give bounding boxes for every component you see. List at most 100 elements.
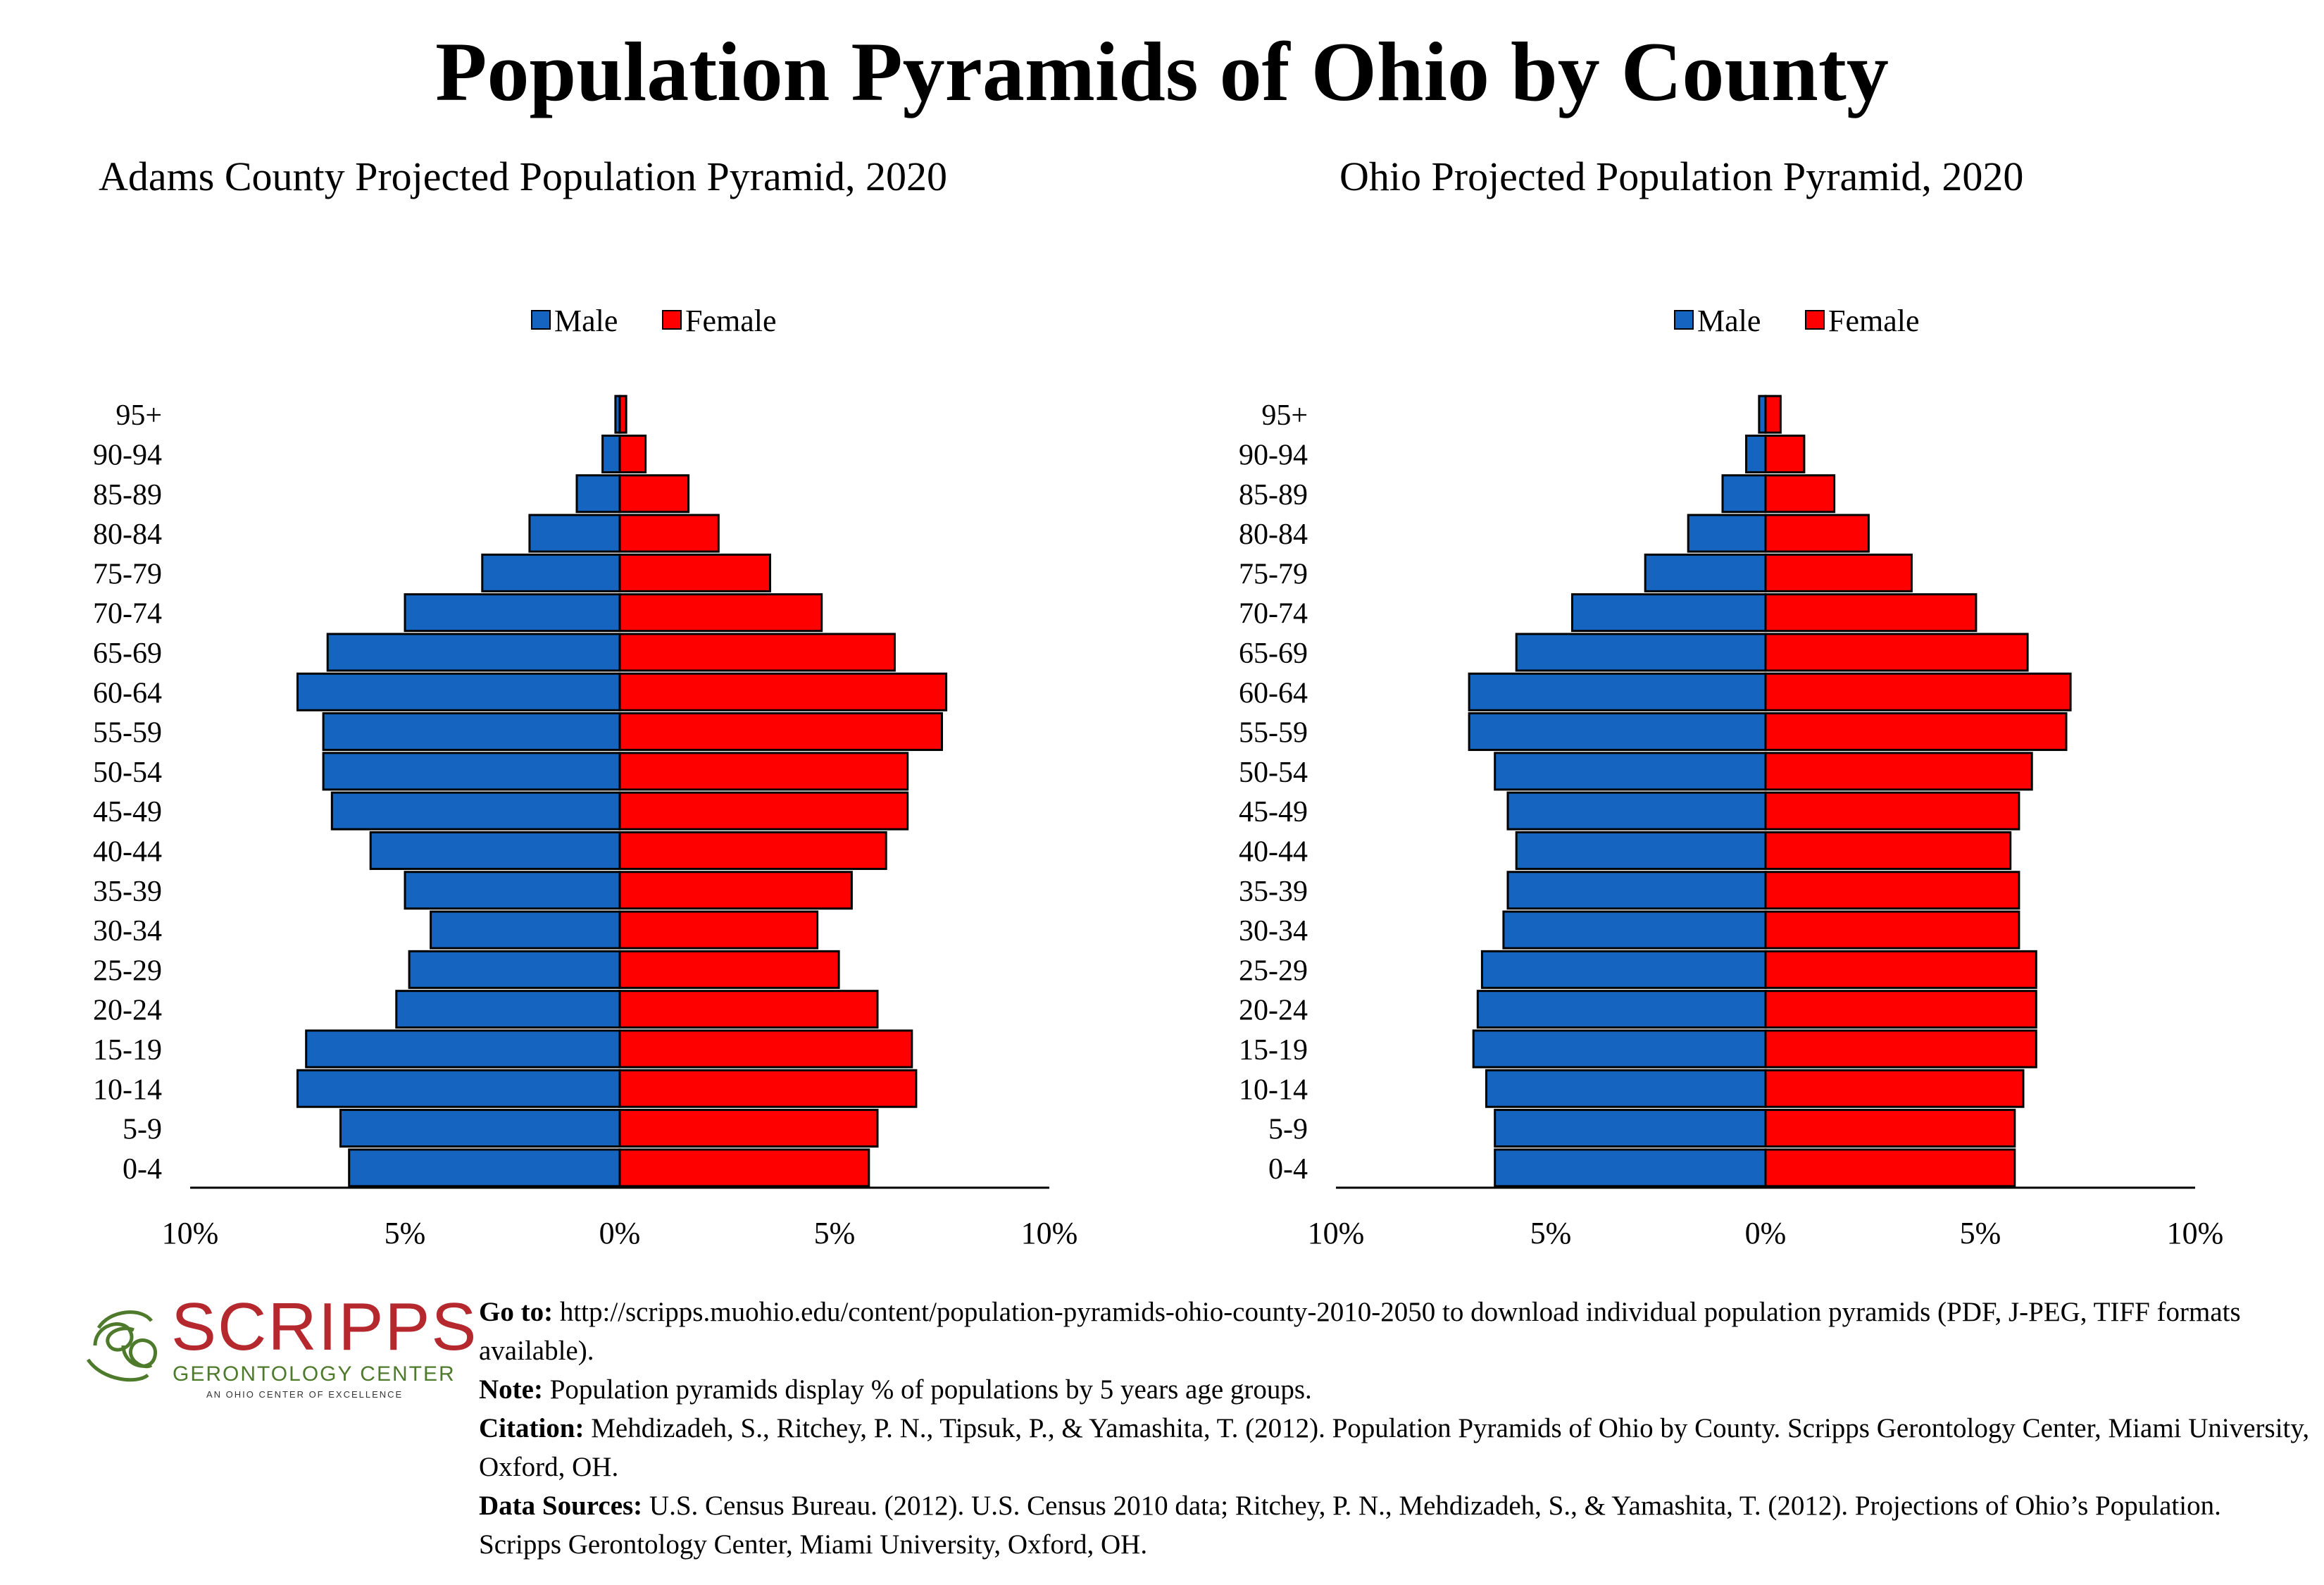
bar-female [618, 791, 909, 831]
note-label: Citation: [479, 1413, 585, 1443]
legend-swatch-male [1674, 310, 1694, 330]
bar-female [618, 1148, 870, 1188]
bar-male [430, 910, 621, 950]
bar-male [1468, 672, 1767, 711]
bar-female [618, 1069, 918, 1108]
age-label: 60-64 [1239, 677, 1308, 709]
pyramid-charts: Adams County Projected Population Pyrami… [93, 154, 2224, 1250]
age-label: 30-34 [1239, 915, 1308, 947]
legend-swatch-male [531, 310, 551, 330]
bar-male [1468, 712, 1767, 752]
bar-male [1687, 514, 1767, 553]
bar-female [1764, 593, 1978, 633]
age-label: 60-64 [93, 677, 162, 709]
age-label: 75-79 [1239, 558, 1308, 590]
bar-male [408, 950, 621, 989]
bar-female [618, 752, 909, 791]
age-label: 40-44 [93, 835, 162, 868]
note-label: Go to: [479, 1297, 554, 1327]
age-label: 10-14 [1239, 1074, 1308, 1106]
bar-male [1472, 1029, 1767, 1069]
age-label: 65-69 [93, 638, 162, 670]
swirl-logo-icon [86, 1310, 157, 1382]
bar-female [618, 950, 840, 989]
bar-male [1515, 633, 1767, 672]
logo-tagline: AN OHIO CENTER OF EXCELLENCE [206, 1389, 404, 1400]
age-label: 25-29 [93, 955, 162, 987]
x-tick-label: 5% [1530, 1216, 1572, 1250]
x-tick-label: 0% [599, 1216, 641, 1250]
age-label: 20-24 [1239, 995, 1308, 1027]
bar-male [296, 1069, 621, 1108]
bar-female [618, 474, 690, 514]
age-label: 55-59 [1239, 717, 1308, 750]
bar-male [1745, 434, 1767, 473]
bar-male [1494, 752, 1767, 791]
bar-female [618, 910, 819, 950]
bar-female [1764, 712, 2068, 752]
age-label: 35-39 [93, 876, 162, 908]
age-label: 10-14 [93, 1074, 162, 1106]
age-label: 80-84 [1239, 518, 1308, 551]
bar-male [601, 434, 621, 473]
bar-male [1571, 593, 1767, 633]
x-tick-label: 5% [385, 1216, 426, 1250]
age-label: 65-69 [1239, 638, 1308, 670]
scripps-logo: SCRIPPS GERONTOLOGY CENTER AN OHIO CENTE… [81, 1292, 476, 1402]
x-tick-label: 10% [2167, 1216, 2224, 1250]
bar-female [618, 593, 823, 633]
x-tick-label: 10% [162, 1216, 219, 1250]
legend-label-male: Male [1697, 304, 1761, 338]
bar-male [305, 1029, 621, 1069]
age-label: 5-9 [1268, 1114, 1308, 1146]
bar-female [618, 1029, 913, 1069]
age-label: 95+ [115, 399, 162, 432]
age-label: 45-49 [1239, 796, 1308, 828]
bar-female [618, 871, 853, 910]
chart-title: Adams County Projected Population Pyrami… [99, 154, 947, 199]
x-tick-label: 5% [1960, 1216, 2001, 1250]
bar-male [1480, 950, 1767, 989]
note-data-sources: Data Sources: U.S. Census Bureau. (2012)… [479, 1486, 2310, 1564]
note-goto: Go to: http://scripps.muohio.edu/content… [479, 1293, 2310, 1370]
note-note: Note: Population pyramids display % of p… [479, 1370, 2310, 1409]
chart-title: Ohio Projected Population Pyramid, 2020 [1339, 154, 2023, 199]
logo-wordmark: SCRIPPS [171, 1289, 478, 1365]
legend-label-female: Female [685, 304, 777, 338]
bar-male [481, 553, 621, 592]
age-label: 5-9 [123, 1114, 162, 1146]
bar-female [1764, 633, 2029, 672]
bar-female [1764, 474, 1836, 514]
bar-male [1476, 990, 1767, 1029]
note-citation: Citation: Mehdizadeh, S., Ritchey, P. N.… [479, 1409, 2310, 1486]
bar-male [1502, 910, 1767, 950]
age-label: 90-94 [1239, 439, 1308, 471]
age-label: 45-49 [93, 796, 162, 828]
bar-male [404, 871, 621, 910]
bar-female [1764, 1109, 2016, 1148]
age-label: 55-59 [93, 717, 162, 750]
bar-female [1764, 1069, 2025, 1108]
age-label: 80-84 [93, 518, 162, 551]
bar-male [1485, 1069, 1767, 1108]
bar-male [339, 1109, 621, 1148]
bar-female [618, 831, 887, 870]
bar-female [618, 633, 896, 672]
age-label: 50-54 [93, 757, 162, 789]
age-label: 40-44 [1239, 835, 1308, 868]
age-label: 85-89 [1239, 479, 1308, 511]
age-label: 90-94 [93, 439, 162, 471]
bar-female [618, 394, 627, 434]
age-label: 30-34 [93, 915, 162, 947]
x-tick-label: 10% [1021, 1216, 1078, 1250]
bar-male [1644, 553, 1767, 592]
bar-female [618, 514, 720, 553]
bar-female [1764, 434, 1806, 473]
legend-swatch-female [662, 310, 682, 330]
bar-female [618, 990, 879, 1029]
bar-male [395, 990, 621, 1029]
age-label: 35-39 [1239, 876, 1308, 908]
bar-male [528, 514, 621, 553]
age-label: 75-79 [93, 558, 162, 590]
age-label: 15-19 [93, 1034, 162, 1067]
